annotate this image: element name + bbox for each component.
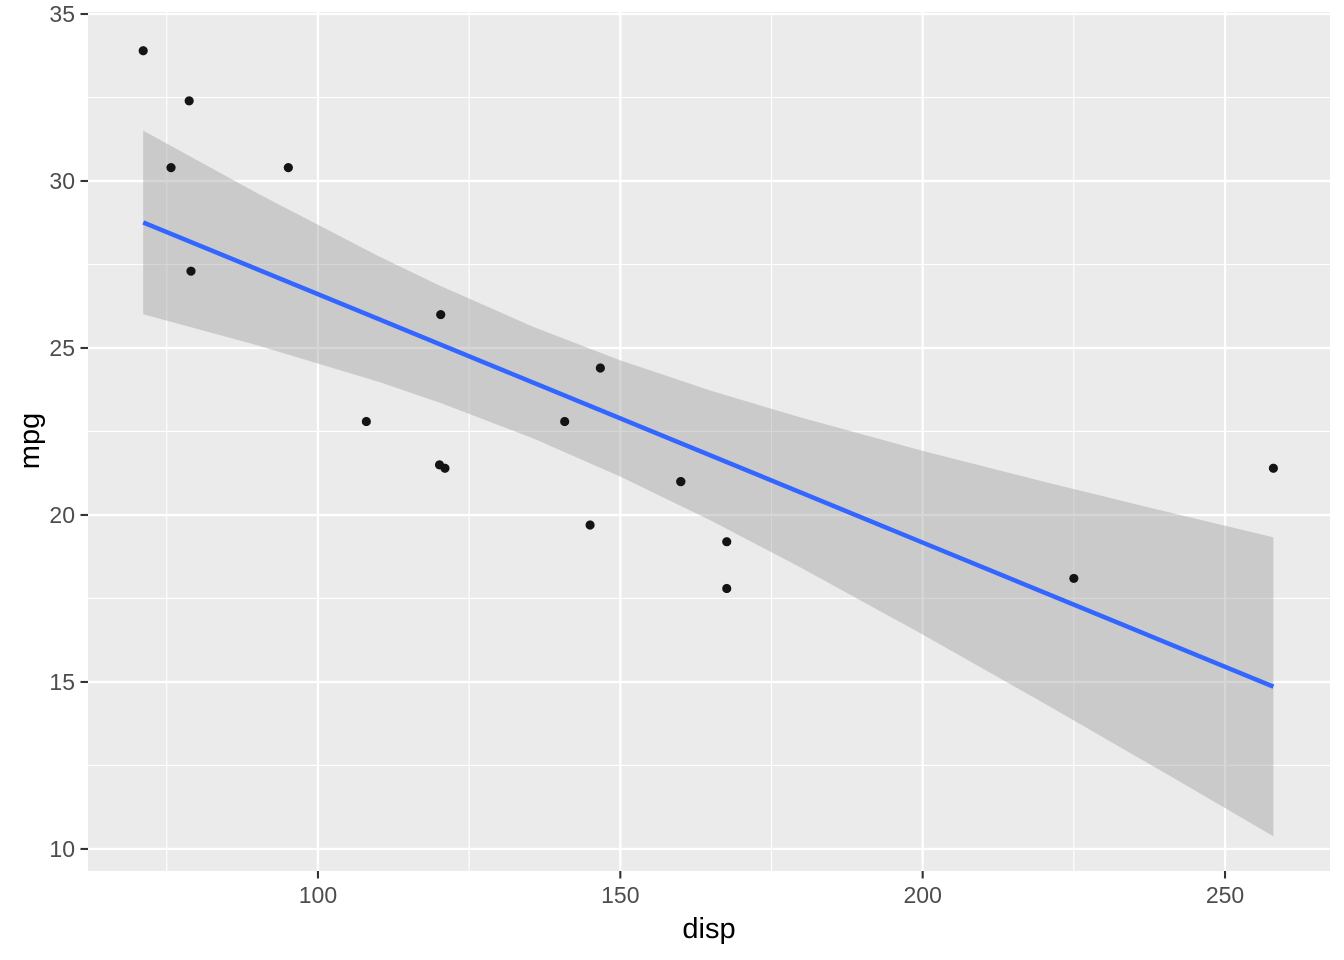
data-point: [1069, 573, 1079, 584]
grid-minor: [88, 12, 1330, 871]
data-point: [184, 96, 194, 106]
data-point: [595, 363, 605, 373]
data-point: [1268, 463, 1278, 473]
data-point: [440, 463, 450, 473]
data-points: [138, 46, 1278, 594]
regression-line: [142, 220, 1275, 689]
x-tick-label: 150: [601, 882, 639, 908]
chart-layers: 100 150 200 250 10 15 20 25 30 35: [49, 1, 1330, 908]
x-tick-label: 100: [299, 882, 337, 908]
panel-background: [88, 12, 1330, 871]
y-tick-label: 15: [49, 669, 75, 695]
y-tick-label: 30: [49, 168, 75, 194]
data-point: [585, 520, 595, 530]
y-tick-label: 10: [49, 836, 75, 862]
data-point: [676, 476, 686, 487]
data-point: [560, 416, 570, 427]
x-tick-label: 250: [1206, 882, 1244, 908]
data-point: [436, 309, 446, 320]
data-point: [138, 46, 148, 56]
tick-marks: [80, 12, 1227, 879]
data-point: [722, 583, 732, 594]
y-tick-label: 20: [49, 502, 75, 528]
data-point: [361, 416, 371, 427]
y-tick-label: 35: [49, 1, 75, 27]
data-point: [186, 266, 196, 276]
data-point: [166, 163, 176, 173]
data-point: [283, 163, 293, 173]
y-tick-label: 25: [49, 335, 75, 361]
x-tick-label: 200: [903, 882, 941, 908]
data-point: [722, 537, 732, 547]
confidence-ribbon: [143, 130, 1274, 837]
y-axis-title: mpg: [14, 413, 46, 469]
x-axis-title: disp: [682, 913, 735, 945]
grid-major: [88, 12, 1330, 871]
